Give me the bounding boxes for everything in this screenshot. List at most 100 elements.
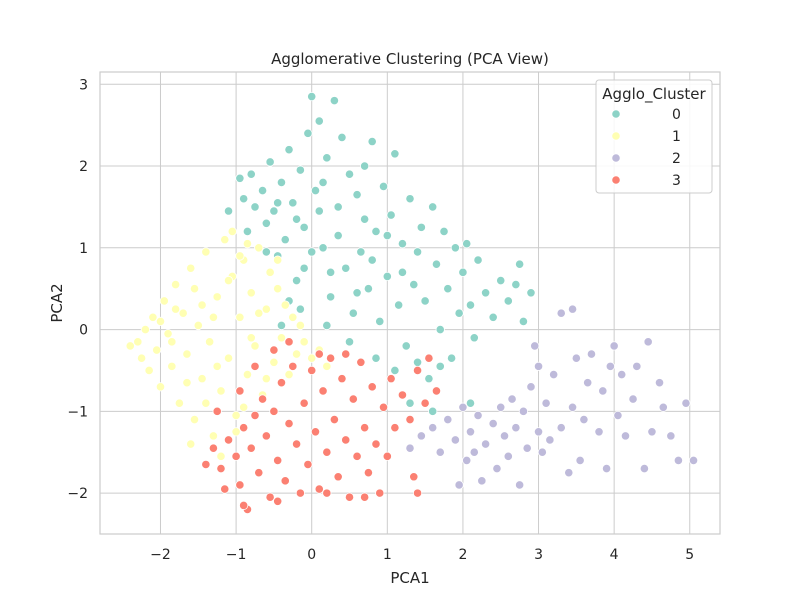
data-point [276, 177, 287, 187]
data-point [314, 484, 324, 494]
data-point [242, 226, 253, 237]
data-point [511, 423, 521, 433]
data-point [617, 369, 627, 380]
data-point [428, 202, 438, 212]
data-point [163, 329, 173, 339]
data-point [235, 173, 245, 183]
data-point [488, 419, 498, 429]
data-point [326, 353, 336, 363]
data-point [201, 398, 211, 408]
data-point [322, 153, 332, 163]
data-point [254, 308, 264, 318]
data-point [412, 488, 423, 498]
data-point [265, 157, 275, 167]
data-point [681, 398, 691, 408]
x-tick-label: 5 [685, 547, 694, 563]
data-point [390, 423, 400, 433]
data-point [688, 455, 699, 466]
data-point [216, 451, 226, 461]
x-tick-label: 1 [383, 547, 392, 563]
data-point [273, 255, 283, 265]
data-point [273, 198, 283, 208]
data-point [431, 259, 442, 269]
data-point [254, 468, 264, 478]
data-point [333, 230, 343, 241]
data-point [405, 194, 415, 204]
data-point [329, 96, 339, 106]
data-point [159, 296, 169, 306]
data-point [405, 398, 415, 408]
data-point [265, 267, 275, 277]
data-point [178, 308, 188, 318]
data-point [212, 292, 222, 302]
data-point [435, 324, 445, 335]
data-point [318, 177, 328, 187]
data-point [564, 468, 574, 478]
data-point [326, 292, 336, 302]
data-point [220, 235, 230, 245]
data-point [443, 414, 453, 425]
data-point [499, 431, 510, 441]
data-point [307, 365, 317, 376]
data-point [579, 414, 589, 425]
data-point [239, 194, 249, 204]
data-point [503, 451, 513, 461]
data-point [337, 374, 347, 384]
data-point [435, 361, 445, 371]
data-point [435, 447, 445, 457]
data-point [533, 361, 544, 371]
y-tick-label: 0 [79, 323, 88, 339]
data-point [594, 427, 604, 437]
data-point [310, 185, 321, 196]
data-point [167, 337, 177, 347]
data-point [390, 365, 400, 376]
data-point [344, 169, 355, 179]
data-point [360, 214, 370, 224]
legend-label: 1 [672, 129, 681, 145]
data-point [291, 439, 302, 449]
data-point [567, 304, 578, 314]
data-point [212, 361, 222, 371]
data-point [303, 459, 313, 470]
data-point [186, 263, 196, 273]
data-point [257, 394, 268, 404]
data-point [465, 398, 476, 408]
data-point [314, 116, 324, 126]
series-0 [223, 91, 536, 416]
data-point [276, 333, 287, 343]
data-point [269, 345, 279, 355]
data-point [420, 296, 430, 306]
data-point [216, 386, 226, 396]
x-axis-label: PCA1 [390, 569, 429, 587]
data-point [356, 247, 366, 257]
series-3 [201, 337, 442, 515]
data-point [454, 308, 464, 318]
data-point [133, 337, 143, 347]
data-point [382, 451, 392, 461]
data-point [223, 275, 234, 286]
data-point [239, 423, 249, 433]
data-point [261, 218, 271, 228]
data-point [352, 190, 362, 200]
data-point [273, 455, 283, 466]
data-point [189, 414, 200, 425]
data-point [269, 206, 279, 216]
data-point [295, 488, 305, 498]
data-point [481, 439, 491, 449]
x-tick-label: 3 [534, 547, 543, 563]
data-point [208, 443, 219, 453]
data-point [239, 402, 249, 412]
data-point [409, 280, 419, 290]
data-point [322, 361, 332, 371]
data-point [469, 447, 479, 457]
data-point [352, 451, 362, 461]
data-point [239, 500, 249, 510]
data-point [269, 406, 279, 416]
data-point [348, 394, 358, 404]
data-point [360, 161, 370, 171]
data-point [246, 443, 256, 453]
legend-marker [611, 109, 621, 119]
data-point [533, 427, 544, 437]
legend-marker [611, 153, 621, 163]
data-point [273, 496, 283, 506]
